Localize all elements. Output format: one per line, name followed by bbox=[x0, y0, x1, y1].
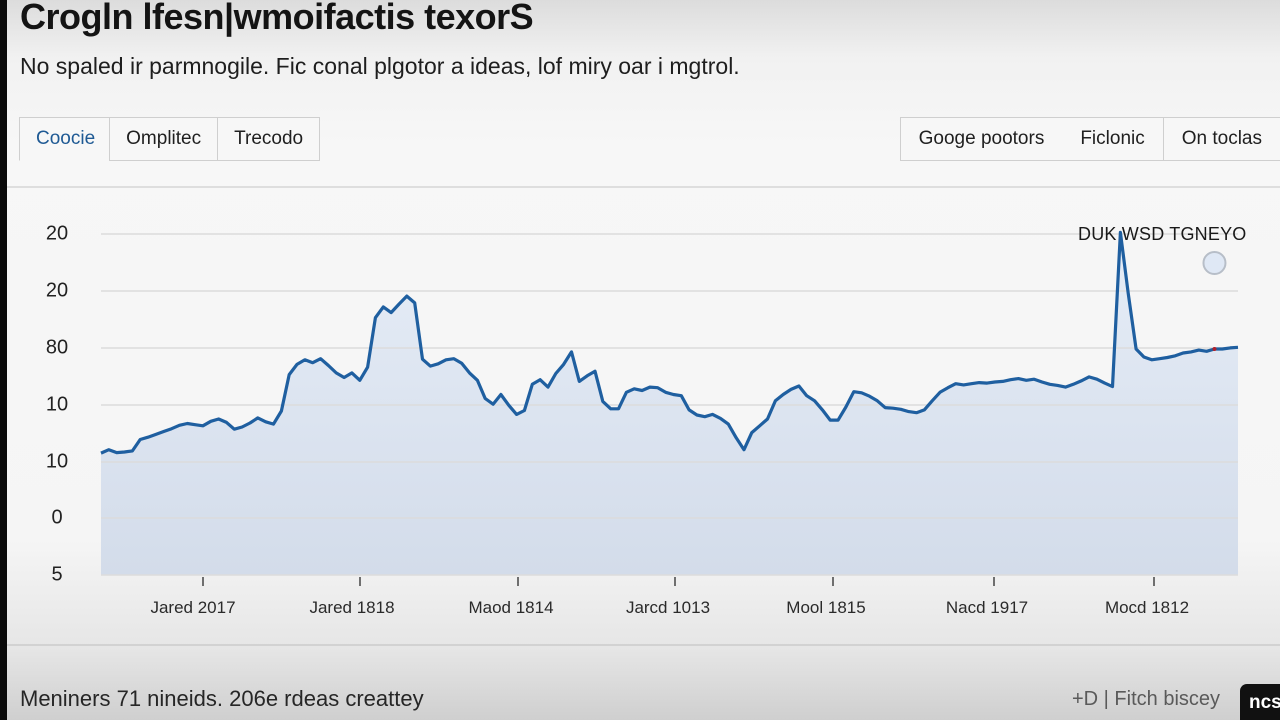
y-tick-label: 10 bbox=[45, 450, 69, 473]
divider bbox=[7, 186, 1280, 188]
tab-trecodo[interactable]: Trecodo bbox=[218, 117, 321, 161]
page-subtitle: No spaled ir parmnogile. Fic conal plgot… bbox=[20, 53, 740, 79]
y-tick-label: 5 bbox=[51, 563, 63, 586]
y-tick-label: 10 bbox=[45, 393, 69, 416]
area-fill bbox=[101, 232, 1238, 575]
page: Crogln lfesn|wmoifactis texorS No spaled… bbox=[7, 0, 1280, 720]
x-tick-label: Mool 1815 bbox=[786, 598, 866, 617]
footer-summary: Meniners 71 nineids. 206e rdeas creattey bbox=[20, 686, 424, 711]
watermark-badge: ncs bbox=[1240, 684, 1280, 720]
tab-ficlonic[interactable]: Ficlonic bbox=[1080, 128, 1145, 149]
page-title: Crogln lfesn|wmoifactis texorS bbox=[20, 0, 534, 37]
peak-marker-icon[interactable] bbox=[1202, 251, 1227, 275]
x-tick-label: Maod 1814 bbox=[468, 598, 554, 617]
divider bbox=[7, 644, 1280, 646]
x-tick-label: Jared 1818 bbox=[309, 598, 395, 617]
tab-on-toclas[interactable]: On toclas bbox=[1162, 118, 1280, 160]
right-tab-group: Googe pootors Ficlonic On toclas bbox=[899, 117, 1280, 161]
line-chart bbox=[100, 230, 1239, 586]
x-tick-label: Mocd 1812 bbox=[1104, 598, 1190, 617]
y-tick-label: 20 bbox=[45, 222, 69, 245]
left-bezel bbox=[0, 0, 7, 720]
x-tick-label: Jared 2017 bbox=[150, 598, 236, 617]
peak-annotation-label: DUK WSD TGNEYO bbox=[1078, 224, 1247, 244]
tab-coocie[interactable]: Coocie bbox=[19, 117, 110, 161]
data-line bbox=[100, 230, 1239, 455]
y-tick-label: 0 bbox=[51, 506, 63, 529]
x-tick-label: Jarcd 1013 bbox=[625, 598, 711, 617]
tab-googe-pootors[interactable]: Googe pootors bbox=[918, 128, 1045, 149]
tab-omplitec[interactable]: Omplitec bbox=[109, 117, 219, 161]
footer-link[interactable]: +D | Fitch biscey bbox=[1072, 688, 1221, 710]
left-tab-group: Coocie Omplitec Trecodo bbox=[19, 117, 321, 161]
y-tick-label: 20 bbox=[45, 279, 69, 302]
y-tick-label: 80 bbox=[45, 336, 69, 359]
peak-point bbox=[1212, 347, 1217, 352]
x-tick-label: Nacd 1917 bbox=[945, 598, 1029, 617]
